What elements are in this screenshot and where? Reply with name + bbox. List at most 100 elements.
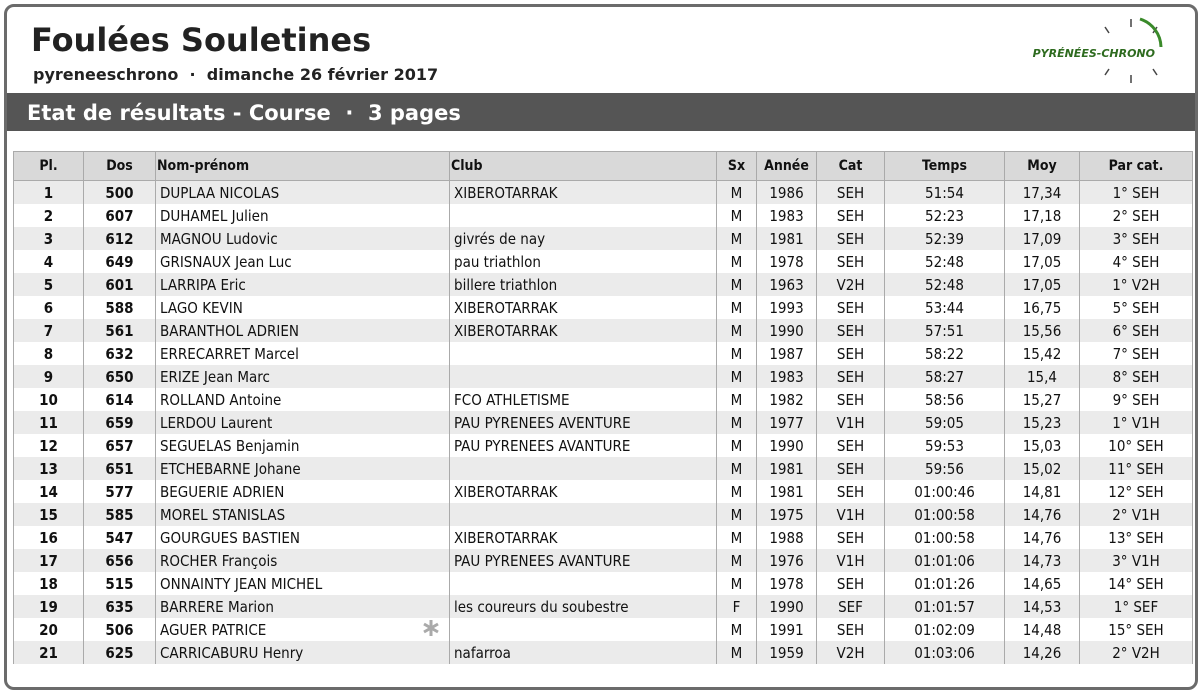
cell: 14,81: [1004, 480, 1080, 503]
cell: 17,05: [1004, 273, 1080, 296]
cell: SEH: [816, 342, 885, 365]
cell: 01:01:06: [884, 549, 1005, 572]
cell: 8: [13, 342, 84, 365]
cell: 52:23: [884, 204, 1005, 227]
cell: LAGO KEVIN: [155, 296, 450, 319]
cell: XIBEROTARRAK: [449, 180, 717, 204]
cell: SEH: [816, 618, 885, 641]
cell: 17,18: [1004, 204, 1080, 227]
column-header: Moy: [1004, 151, 1080, 181]
cell: SEH: [816, 480, 885, 503]
title: Foulées Souletines: [31, 21, 372, 59]
cell: 506: [83, 618, 156, 641]
column-header: Sx: [716, 151, 757, 181]
cell: 1975: [756, 503, 817, 526]
cell: 2: [13, 204, 84, 227]
cell: M: [716, 296, 757, 319]
cell: 6° SEH: [1079, 319, 1193, 342]
cell: 51:54: [884, 180, 1005, 204]
cell: SEH: [816, 526, 885, 549]
page: Foulées Souletines pyreneeschrono · dima…: [4, 4, 1198, 690]
cell: 15,27: [1004, 388, 1080, 411]
cell: 15: [13, 503, 84, 526]
cell: LERDOU Laurent: [155, 411, 450, 434]
cell: 1993: [756, 296, 817, 319]
cell: PAU PYRENEES AVANTURE: [449, 549, 717, 572]
cell: 18: [13, 572, 84, 595]
cell: billere triathlon: [449, 273, 717, 296]
result-row: 18 515 ONNAINTY JEAN MICHEL M 1978 SEH 01:01:2…: [13, 572, 1193, 595]
cell: SEGUELAS Benjamin: [155, 434, 450, 457]
cell: 53:44: [884, 296, 1005, 319]
cell: M: [716, 204, 757, 227]
cell: 17: [13, 549, 84, 572]
cell: 1976: [756, 549, 817, 572]
cell: givrés de nay: [449, 227, 717, 250]
pages: 3 pages: [367, 101, 461, 125]
cell: 1990: [756, 319, 817, 342]
cell: 58:27: [884, 365, 1005, 388]
cell: 614: [83, 388, 156, 411]
cell: 57:51: [884, 319, 1005, 342]
cell: 01:00:58: [884, 503, 1005, 526]
result-row: 13 651 ETCHEBARNE Johane M 1981 SEH 59:56 15,02…: [13, 457, 1193, 480]
result-row: 21 625 CARRICABURU Henry nafarroa M 1959 V2H 01…: [13, 641, 1193, 664]
cell: M: [716, 572, 757, 595]
cell: XIBEROTARRAK: [449, 319, 717, 342]
cell: 1° V1H: [1079, 411, 1193, 434]
cell: M: [716, 434, 757, 457]
result-row: 14 577 BEGUERIE ADRIEN XIBEROTARRAK M 1981 SEH…: [13, 480, 1193, 503]
cell: 1990: [756, 595, 817, 618]
cell: SEH: [816, 388, 885, 411]
cell: 14,76: [1004, 503, 1080, 526]
result-row: 4 649 GRISNAUX Jean Luc pau triathlon M 1978 S…: [13, 250, 1193, 273]
cell: 01:00:46: [884, 480, 1005, 503]
cell: 15,56: [1004, 319, 1080, 342]
cell: 16,75: [1004, 296, 1080, 319]
cell: V2H: [816, 641, 885, 664]
cell: M: [716, 480, 757, 503]
cell: 9: [13, 365, 84, 388]
cell: FCO ATHLETISME: [449, 388, 717, 411]
cell: ROCHER François: [155, 549, 450, 572]
result-row: 17 656 ROCHER François PAU PYRENEES AVANTUR…: [13, 549, 1193, 572]
cell: 14: [13, 480, 84, 503]
cell: ETCHEBARNE Johane: [155, 457, 450, 480]
cell: SEH: [816, 180, 885, 204]
organizer: pyreneeschrono: [33, 65, 179, 84]
column-header: Nom-prénom: [155, 151, 450, 181]
result-row: 7 561 BARANTHOL ADRIEN XIBEROTARRAK M 1990 SEH…: [13, 319, 1193, 342]
cell: 15,03: [1004, 434, 1080, 457]
cell: PAU PYRENEES AVANTURE: [449, 434, 717, 457]
column-header: Pl.: [13, 151, 84, 181]
cell: 01:01:26: [884, 572, 1005, 595]
cell: 14,65: [1004, 572, 1080, 595]
cell: 1: [13, 180, 84, 204]
cell: 58:56: [884, 388, 1005, 411]
cell: [449, 204, 717, 227]
result-row: 5 601 LARRIPA Eric billere triathlon M 1963 V2…: [13, 273, 1193, 296]
cell: 625: [83, 641, 156, 664]
cell: ERRECARRET Marcel: [155, 342, 450, 365]
cell: 651: [83, 457, 156, 480]
cell: 12° SEH: [1079, 480, 1193, 503]
cell: 515: [83, 572, 156, 595]
cell: [449, 503, 717, 526]
cell: 635: [83, 595, 156, 618]
cell: MAGNOU Ludovic: [155, 227, 450, 250]
cell: BEGUERIE ADRIEN: [155, 480, 450, 503]
cell: 59:56: [884, 457, 1005, 480]
result-row: 2 607 DUHAMEL Julien M 1983 SEH 52:23 17,18 2° S…: [13, 204, 1193, 227]
cell: MOREL STANISLAS: [155, 503, 450, 526]
cell: 2° SEH: [1079, 204, 1193, 227]
cell: nafarroa: [449, 641, 717, 664]
cell: 2° V2H: [1079, 641, 1193, 664]
result-row: 1 500 DUPLAA NICOLAS XIBEROTARRAK M 1986 SEH 51…: [13, 180, 1193, 204]
cell: CARRICABURU Henry: [155, 641, 450, 664]
cell: 1990: [756, 434, 817, 457]
cell: 17,09: [1004, 227, 1080, 250]
cell: 3° V1H: [1079, 549, 1193, 572]
cell: 561: [83, 319, 156, 342]
cell: ROLLAND Antoine: [155, 388, 450, 411]
cell: V1H: [816, 503, 885, 526]
